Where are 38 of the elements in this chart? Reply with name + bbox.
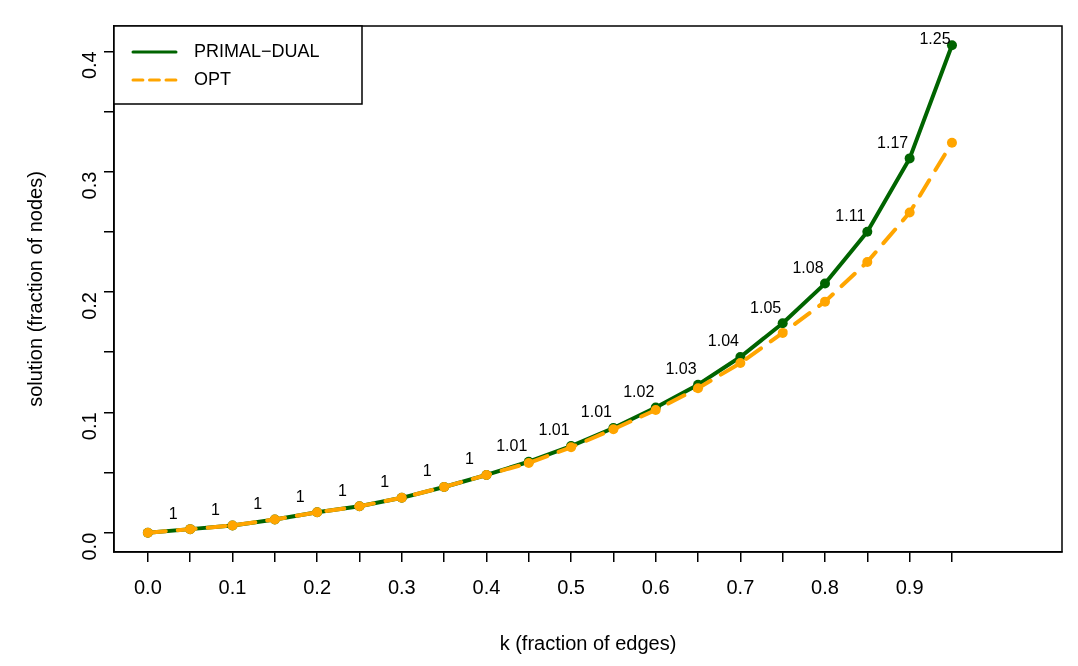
x-tick-label: 0.5 bbox=[557, 575, 585, 598]
annotation: 1 bbox=[422, 462, 432, 480]
y-tick-label: 0.0 bbox=[77, 532, 100, 561]
annotation: 1.11 bbox=[835, 207, 866, 225]
x-tick-label: 0.8 bbox=[811, 575, 839, 598]
x-tick-label: 0.9 bbox=[895, 575, 924, 598]
x-axis-title: k (fraction of edges) bbox=[499, 631, 677, 654]
annotation: 1 bbox=[338, 481, 348, 499]
y-tick-label: 0.4 bbox=[77, 51, 100, 80]
x-tick-label: 0.1 bbox=[218, 575, 247, 598]
x-tick-label: 0.0 bbox=[133, 575, 162, 598]
y-tick-label: 0.1 bbox=[77, 412, 100, 441]
annotation: 1 bbox=[253, 494, 263, 512]
x-tick-label: 0.7 bbox=[726, 575, 755, 598]
y-tick-label: 0.3 bbox=[77, 171, 100, 200]
y-tick-label: 0.2 bbox=[77, 292, 100, 320]
annotation: 1 bbox=[211, 500, 221, 518]
annotation: 1.04 bbox=[707, 332, 740, 350]
legend-label: OPT bbox=[194, 68, 232, 89]
annotation: 1.08 bbox=[792, 258, 824, 276]
annotation: 1.05 bbox=[750, 298, 782, 316]
x-tick-label: 0.6 bbox=[641, 575, 670, 598]
annotation: 1.03 bbox=[665, 360, 697, 378]
x-tick-label: 0.3 bbox=[387, 575, 416, 598]
annotation: 1.01 bbox=[580, 403, 613, 421]
annotation: 1 bbox=[464, 450, 474, 468]
annotation: 1.02 bbox=[623, 382, 655, 400]
y-axis-title: solution (fraction of nodes) bbox=[23, 171, 46, 407]
annotation: 1.25 bbox=[919, 30, 951, 48]
annotation: 1.01 bbox=[538, 421, 570, 439]
annotation: 1.01 bbox=[496, 437, 528, 455]
x-tick-label: 0.2 bbox=[303, 575, 332, 598]
x-tick-label: 0.4 bbox=[472, 575, 501, 598]
annotation: 1 bbox=[168, 504, 178, 522]
annotation: 1 bbox=[295, 487, 305, 505]
annotation: 1 bbox=[380, 473, 390, 491]
legend-label: PRIMAL−DUAL bbox=[194, 40, 320, 61]
annotation: 1.17 bbox=[877, 133, 909, 151]
